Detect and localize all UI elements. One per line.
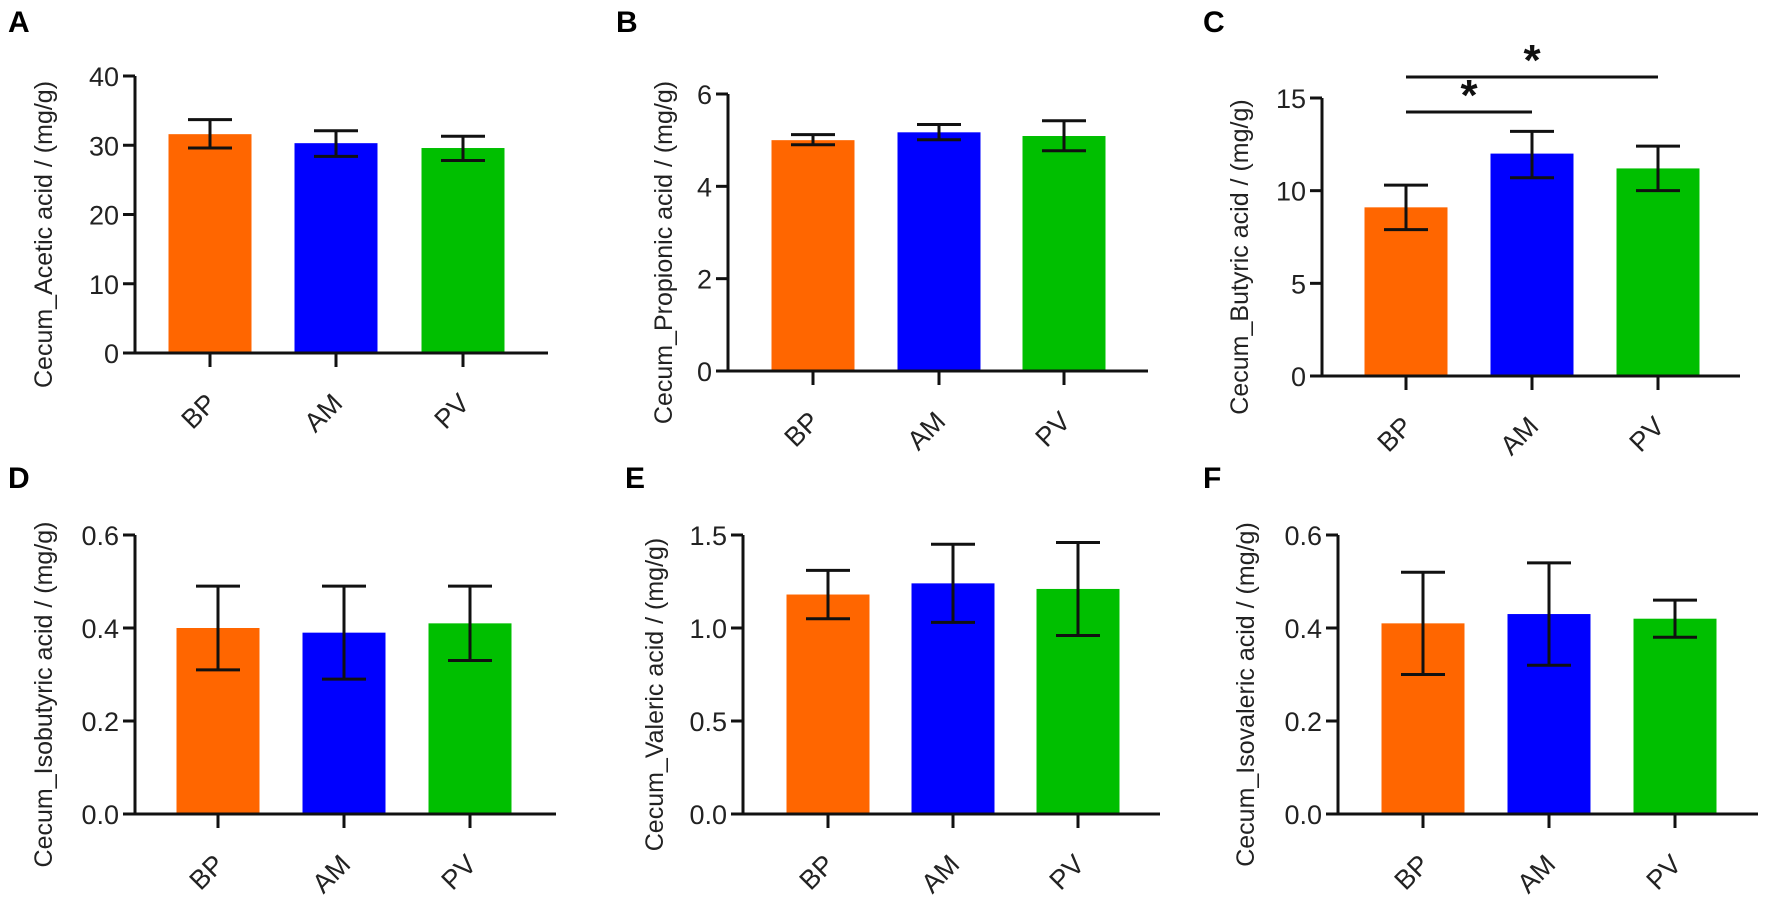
panel-letter: D	[8, 462, 30, 495]
bar-bp	[786, 594, 870, 814]
x-tick-label: PV	[1641, 849, 1688, 896]
y-tick-label: 2	[697, 265, 712, 295]
bar-bp	[1364, 207, 1448, 376]
bar-am	[1490, 153, 1574, 376]
panel-letter: F	[1203, 462, 1221, 495]
y-tick-label: 0.4	[1284, 614, 1322, 644]
y-tick-label: 0.6	[81, 521, 119, 551]
x-tick-label: AM	[1494, 411, 1544, 461]
y-tick-label: 4	[697, 172, 712, 202]
y-axis-label: Cecum_Isobutyric acid / (mg/g)	[30, 522, 58, 868]
significance-star: *	[1460, 71, 1478, 120]
x-tick-label: BP	[1372, 411, 1419, 458]
y-tick-label: 40	[89, 62, 119, 92]
y-tick-label: 10	[89, 270, 119, 300]
y-tick-label: 0.0	[1284, 800, 1322, 830]
y-tick-label: 1.0	[689, 614, 727, 644]
significance-star: *	[1523, 36, 1541, 85]
y-tick-label: 0.5	[689, 707, 727, 737]
y-tick-label: 0.4	[81, 614, 119, 644]
x-tick-label: PV	[429, 388, 476, 435]
y-tick-label: 0.6	[1284, 521, 1322, 551]
x-tick-label: AM	[901, 406, 951, 456]
panel-c: C Cecum_Butyric acid / (mg/g) BP AM PV 0 5 10 15…	[1203, 6, 1740, 461]
bar-am	[897, 132, 981, 371]
y-axis-label: Cecum_Isovaleric acid / (mg/g)	[1232, 522, 1260, 867]
panel-e: E Cecum_Valeric acid / (mg/g) BP AM PV 0.0 0.5…	[625, 462, 1160, 899]
bar-pv	[1633, 618, 1717, 814]
y-tick-label: 0.2	[81, 707, 119, 737]
x-tick-label: BP	[779, 406, 826, 453]
x-tick-label: AM	[298, 388, 348, 438]
x-tick-label: PV	[1030, 406, 1077, 453]
y-tick-label: 0	[1291, 362, 1306, 392]
x-tick-label: BP	[794, 849, 841, 896]
bar-pv	[1022, 136, 1106, 371]
y-tick-label: 0	[104, 339, 119, 369]
x-tick-label: PV	[436, 849, 483, 896]
y-tick-label: 20	[89, 201, 119, 231]
y-tick-label: 0.0	[689, 800, 727, 830]
panel-letter: C	[1203, 6, 1225, 39]
panel-a: A Cecum_Acetic acid / (mg/g) BP AM PV 0 10 20 30…	[8, 6, 548, 438]
x-tick-label: BP	[184, 849, 231, 896]
panel-letter: B	[616, 6, 638, 39]
y-tick-label: 15	[1276, 84, 1306, 114]
y-tick-label: 10	[1276, 177, 1306, 207]
x-tick-label: BP	[176, 388, 223, 435]
bar-am	[294, 143, 378, 353]
y-tick-label: 0	[697, 357, 712, 387]
bar-pv	[1616, 168, 1700, 376]
bar-bp	[771, 140, 855, 371]
x-tick-label: PV	[1044, 849, 1091, 896]
panel-letter: E	[625, 462, 645, 495]
y-tick-label: 30	[89, 131, 119, 161]
x-tick-label: AM	[306, 849, 356, 899]
y-axis-label: Cecum_Acetic acid / (mg/g)	[30, 81, 58, 388]
y-tick-label: 0.0	[81, 800, 119, 830]
y-axis-label: Cecum_Valeric acid / (mg/g)	[641, 538, 669, 852]
x-tick-label: AM	[915, 849, 965, 899]
y-tick-label: 1.5	[689, 521, 727, 551]
panel-b: B Cecum_Propionic acid / (mg/g) BP AM PV 0 2 4 6	[616, 6, 1148, 456]
x-tick-label: PV	[1624, 411, 1671, 458]
y-axis-label: Cecum_Butyric acid / (mg/g)	[1226, 99, 1254, 414]
y-tick-label: 5	[1291, 269, 1306, 299]
bar-pv	[421, 148, 505, 353]
y-axis-label: Cecum_Propionic acid / (mg/g)	[650, 81, 678, 424]
x-tick-label: BP	[1389, 849, 1436, 896]
panel-f: F Cecum_Isovaleric acid / (mg/g) BP AM PV 0.0…	[1203, 462, 1758, 899]
y-tick-label: 6	[697, 80, 712, 110]
y-tick-label: 0.2	[1284, 707, 1322, 737]
x-tick-label: AM	[1511, 849, 1561, 899]
bar-bp	[168, 134, 252, 353]
panel-letter: A	[8, 6, 30, 39]
